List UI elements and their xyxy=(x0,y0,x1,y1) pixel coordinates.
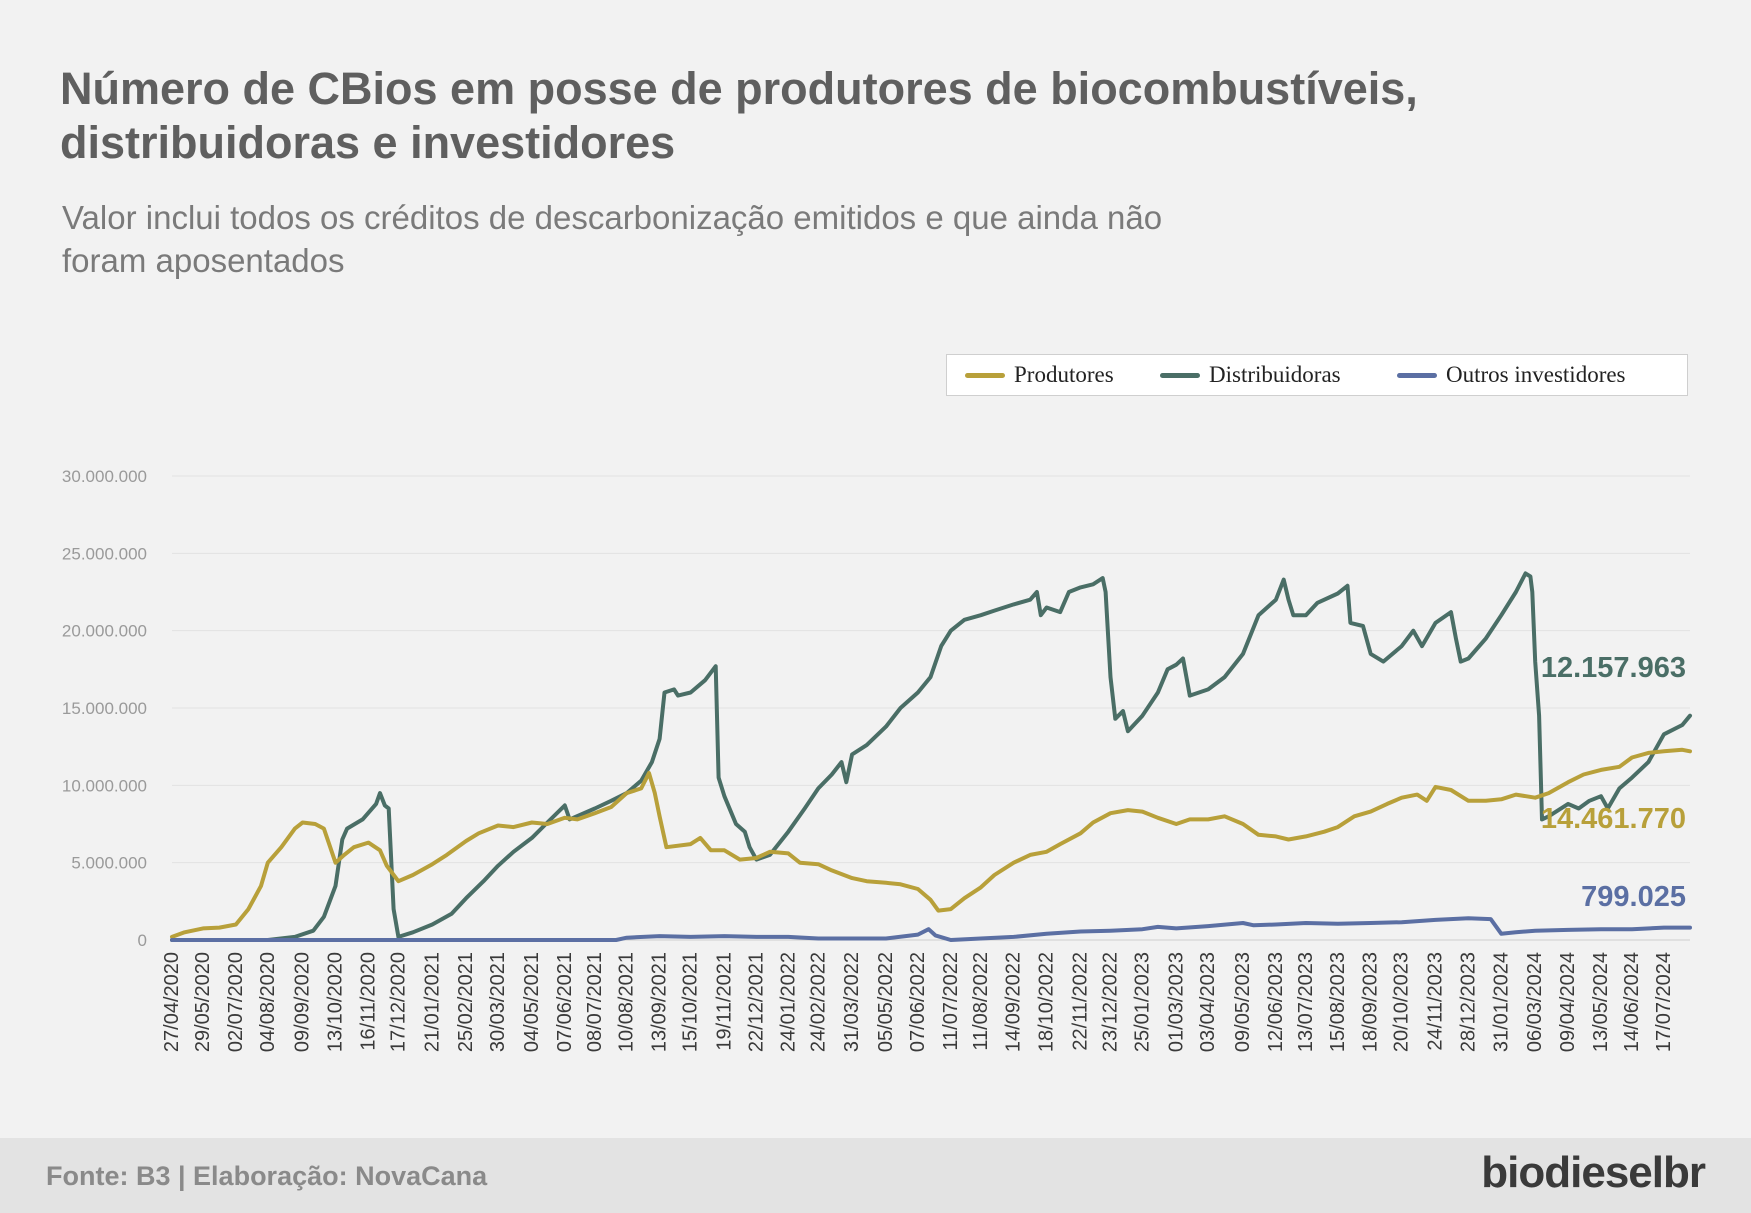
footer-bar: Fonte: B3 | Elaboração: NovaCana biodies… xyxy=(0,1138,1751,1213)
x-tick-label: 24/01/2022 xyxy=(777,952,799,1052)
end-label-distribuidoras: 12.157.963 xyxy=(1541,652,1686,684)
x-tick-label: 13/09/2021 xyxy=(649,952,671,1052)
x-tick-label: 17/12/2020 xyxy=(387,952,409,1052)
y-tick-label: 10.000.000 xyxy=(62,776,147,795)
series-line-outros-investidores xyxy=(170,916,1692,942)
x-tick-label: 30/03/2021 xyxy=(487,952,509,1052)
x-tick-label: 06/03/2024 xyxy=(1524,952,1546,1052)
y-tick-label: 15.000.000 xyxy=(62,699,147,718)
legend-item-outros-investidores[interactable]: Outros investidores xyxy=(1397,355,1626,395)
x-tick-label: 25/01/2023 xyxy=(1131,952,1153,1052)
series-end-labels: 14.461.770 12.157.963 799.025 xyxy=(1541,652,1686,913)
x-tick-label: 02/07/2020 xyxy=(225,952,247,1052)
x-tick-label: 31/01/2024 xyxy=(1490,952,1512,1052)
legend-item-produtores[interactable]: Produtores xyxy=(965,355,1114,395)
x-tick-label: 17/07/2024 xyxy=(1653,952,1675,1052)
x-tick-label: 15/10/2021 xyxy=(680,952,702,1052)
x-tick-label: 28/12/2023 xyxy=(1457,952,1479,1052)
y-tick-label: 20.000.000 xyxy=(62,622,147,641)
y-tick-label: 5.000.000 xyxy=(71,854,147,873)
x-tick-label: 10/08/2021 xyxy=(616,952,638,1052)
x-axis-labels: 27/04/2020 29/05/2020 02/07/2020 04/08/2020… xyxy=(161,952,1675,1052)
legend-label-produtores: Produtores xyxy=(1014,362,1114,387)
x-tick-label: 11/07/2022 xyxy=(940,952,962,1051)
end-label-produtores: 14.461.770 xyxy=(1541,803,1686,835)
legend-swatch-produtores xyxy=(965,372,1005,378)
chart-title-line1: Número de CBios em posse de produtores d… xyxy=(60,63,1418,114)
footer-source: Fonte: B3 | Elaboração: NovaCana xyxy=(46,1161,488,1191)
chart-subtitle: Valor inclui todos os créditos de descar… xyxy=(62,196,1362,282)
legend-item-distribuidoras[interactable]: Distribuidoras xyxy=(1160,355,1341,395)
chart-subtitle-line2: foram aposentados xyxy=(62,242,345,279)
x-tick-label: 13/07/2023 xyxy=(1295,952,1317,1052)
x-tick-label: 14/06/2024 xyxy=(1621,952,1643,1052)
line-chart: 0 5.000.000 10.000.000 15.000.000 20.000.000… xyxy=(62,467,1692,1052)
x-tick-label: 04/08/2020 xyxy=(257,952,279,1052)
chart-series xyxy=(170,571,1692,942)
x-tick-label: 21/01/2021 xyxy=(421,952,443,1052)
x-tick-label: 22/12/2021 xyxy=(745,952,767,1052)
x-tick-label: 19/11/2021 xyxy=(713,952,735,1051)
x-tick-label: 18/10/2022 xyxy=(1036,952,1058,1052)
x-tick-label: 12/06/2023 xyxy=(1265,952,1287,1052)
x-tick-label: 25/02/2021 xyxy=(455,952,477,1052)
chart-legend: Produtores Distribuidoras Outros investi… xyxy=(946,354,1688,396)
x-tick-label: 08/07/2021 xyxy=(584,952,606,1052)
legend-label-distribuidoras: Distribuidoras xyxy=(1209,362,1341,387)
chart-title: Número de CBios em posse de produtores d… xyxy=(60,62,1660,170)
biodieselbr-logo: biodieselbr xyxy=(1481,1148,1706,1197)
x-tick-label: 27/04/2020 xyxy=(161,952,183,1052)
legend-swatch-distribuidoras xyxy=(1160,372,1200,378)
y-axis-labels: 0 5.000.000 10.000.000 15.000.000 20.000.000… xyxy=(62,467,147,950)
y-tick-label: 0 xyxy=(138,931,147,950)
x-tick-label: 07/06/2022 xyxy=(907,952,929,1052)
x-tick-label: 05/05/2022 xyxy=(875,952,897,1052)
x-tick-label: 14/09/2022 xyxy=(1003,952,1025,1052)
x-tick-label: 11/08/2022 xyxy=(970,952,992,1051)
x-tick-label: 29/05/2020 xyxy=(192,952,214,1052)
series-line-produtores xyxy=(170,747,1692,939)
end-label-outros-investidores: 799.025 xyxy=(1581,881,1686,913)
x-tick-label: 04/05/2021 xyxy=(521,952,543,1052)
x-tick-label: 03/04/2023 xyxy=(1197,952,1219,1052)
x-tick-label: 09/04/2024 xyxy=(1557,952,1579,1052)
x-tick-label: 13/05/2024 xyxy=(1590,952,1612,1052)
chart-subtitle-line1: Valor inclui todos os créditos de descar… xyxy=(62,199,1163,236)
x-tick-label: 24/11/2023 xyxy=(1425,952,1447,1051)
x-tick-label: 13/10/2020 xyxy=(325,952,347,1052)
legend-swatch-outros-investidores xyxy=(1397,372,1437,378)
x-tick-label: 20/10/2023 xyxy=(1391,952,1413,1052)
x-tick-label: 18/09/2023 xyxy=(1360,952,1382,1052)
series-line-distribuidoras xyxy=(170,571,1692,942)
x-tick-label: 09/05/2023 xyxy=(1232,952,1254,1052)
legend-label-outros-investidores: Outros investidores xyxy=(1446,362,1626,387)
chart-gridlines xyxy=(172,475,1690,941)
y-tick-label: 25.000.000 xyxy=(62,544,147,563)
y-tick-label: 30.000.000 xyxy=(62,467,147,486)
x-tick-label: 16/11/2020 xyxy=(357,952,379,1051)
x-tick-label: 22/11/2022 xyxy=(1069,952,1091,1051)
x-tick-label: 07/06/2021 xyxy=(554,952,576,1052)
x-tick-label: 24/02/2022 xyxy=(807,952,829,1052)
x-tick-label: 31/03/2022 xyxy=(841,952,863,1052)
x-tick-label: 09/09/2020 xyxy=(292,952,314,1052)
x-tick-label: 15/08/2023 xyxy=(1327,952,1349,1052)
x-tick-label: 01/03/2023 xyxy=(1165,952,1187,1052)
x-tick-label: 23/12/2022 xyxy=(1099,952,1121,1052)
chart-title-line2: distribuidoras e investidores xyxy=(60,117,676,168)
